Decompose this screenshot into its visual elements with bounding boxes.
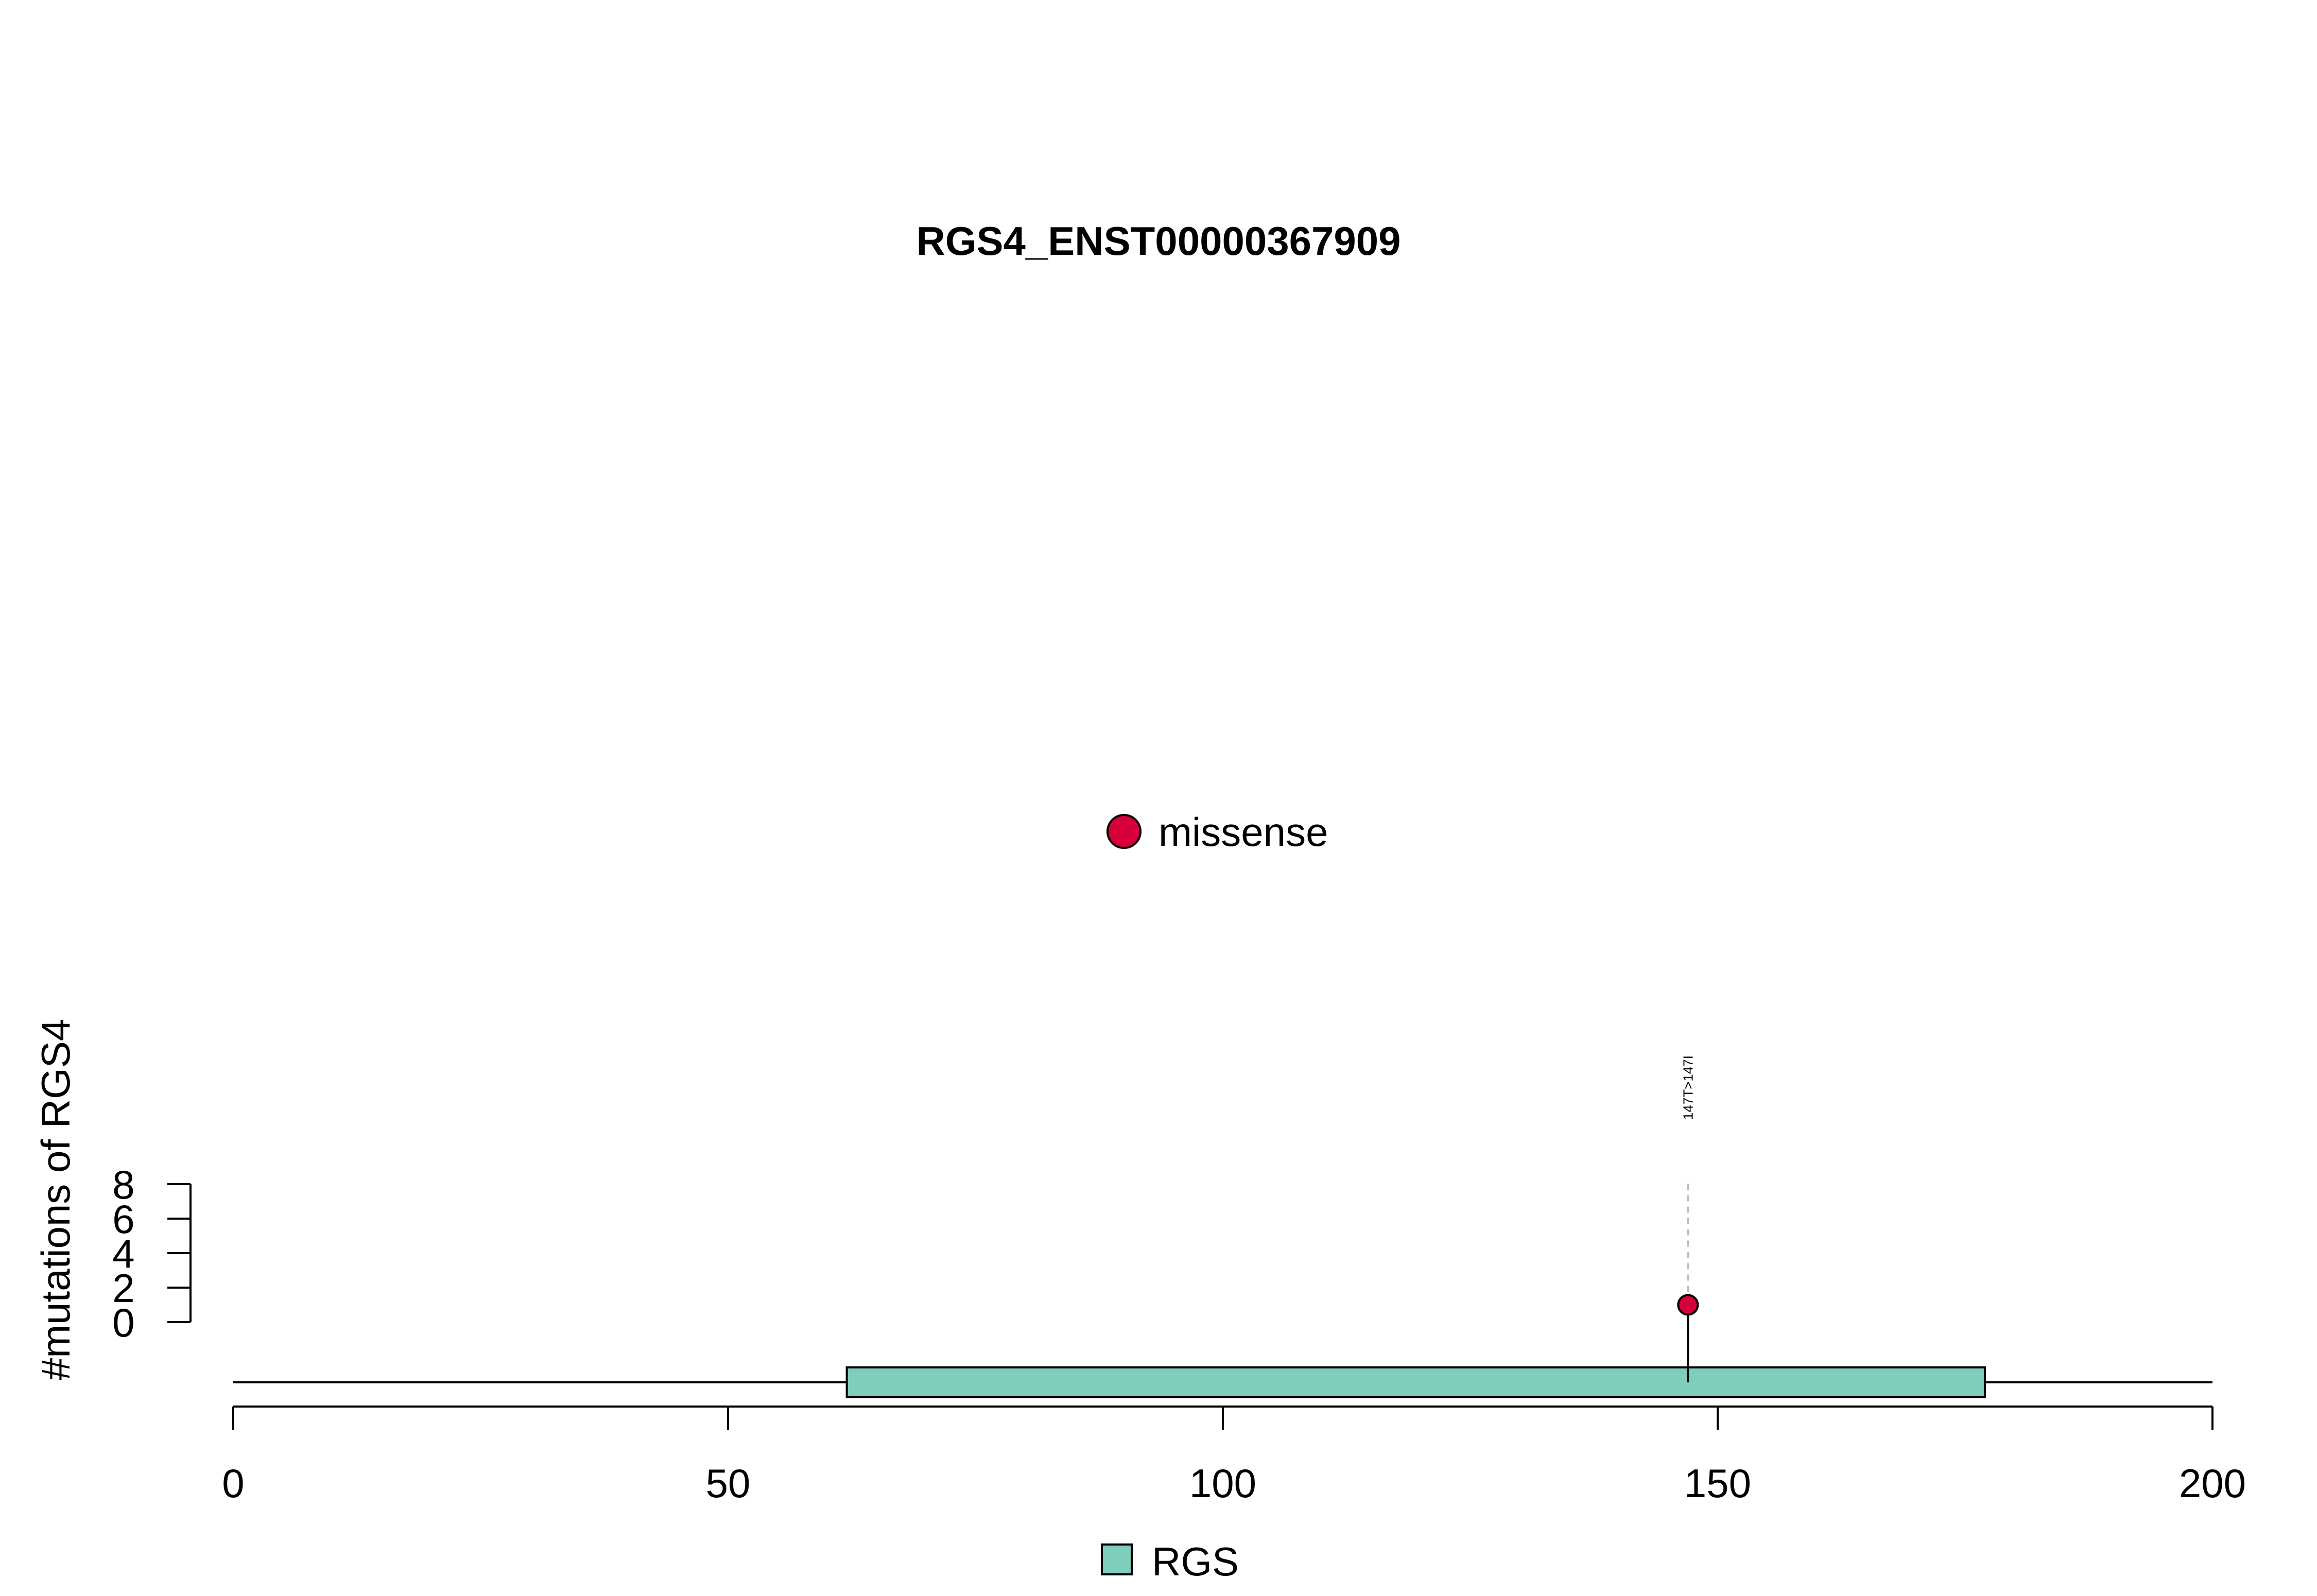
y-axis-label: #mutations of RGS4 [33,1019,78,1380]
mutation-lollipops: 147T>147I [1677,1055,1699,1382]
y-tick-label: 6 [112,1196,134,1242]
legend-rgs-label: RGS [1152,1539,1239,1584]
x-axis: 0 50 100 150 200 [222,1406,2246,1506]
mutation-type-legend: missense [1106,809,1328,855]
mutation-label: 147T>147I [1680,1055,1696,1120]
chart-title: RGS4_ENST00000367909 [917,218,1401,264]
y-tick-label: 4 [112,1231,134,1276]
x-tick-label: 100 [1189,1461,1256,1506]
legend-missense-marker [1106,814,1142,849]
x-tick-label: 50 [706,1461,751,1506]
y-tick-label: 0 [112,1300,134,1345]
lollipop-head-missense [1677,1294,1699,1316]
x-tick-label: 200 [2179,1461,2246,1506]
domain-track [845,1366,1986,1398]
legend-missense-label: missense [1158,809,1328,855]
y-tick-label: 8 [112,1162,134,1207]
domain-rgs [845,1366,1986,1398]
x-tick-label: 0 [222,1461,244,1506]
legend-rgs-swatch [1101,1543,1133,1575]
y-axis-label-group: #mutations of RGS4 [33,1019,78,1380]
x-tick-label: 150 [1684,1461,1751,1506]
domain-legend: RGS [1101,1539,1239,1584]
y-tick-label: 2 [112,1265,134,1311]
